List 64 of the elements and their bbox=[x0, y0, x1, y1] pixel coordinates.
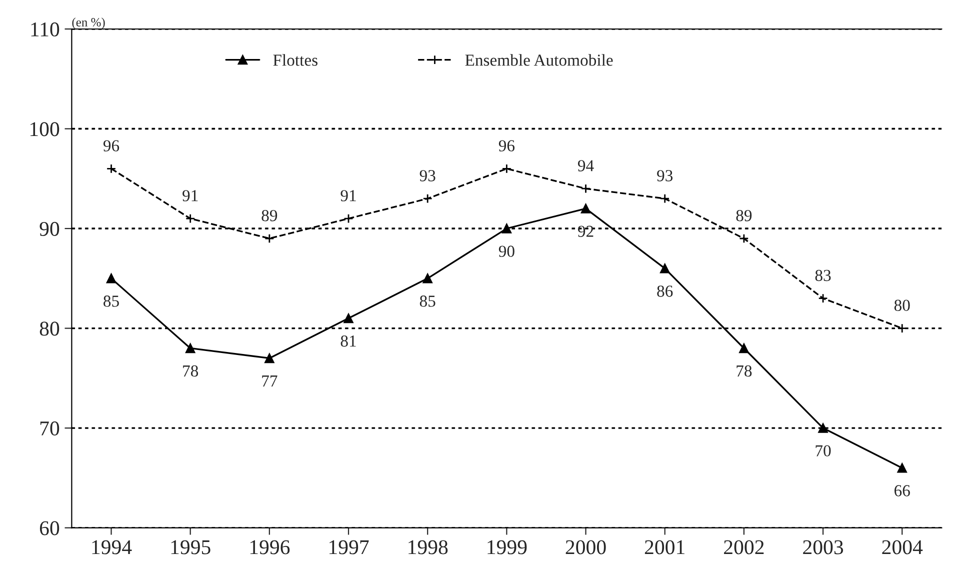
y-tick-label: 70 bbox=[40, 421, 60, 436]
x-tick-label: 2000 bbox=[566, 540, 606, 554]
point bbox=[185, 214, 196, 224]
data-label: 70 bbox=[816, 445, 831, 456]
x-tick-label: 2004 bbox=[882, 540, 923, 554]
point bbox=[344, 214, 354, 224]
data-label: 91 bbox=[182, 190, 198, 202]
point bbox=[185, 343, 196, 354]
point bbox=[818, 293, 828, 304]
point bbox=[739, 343, 749, 354]
data-label: 83 bbox=[815, 270, 831, 282]
data-label: 78 bbox=[183, 365, 198, 377]
point bbox=[106, 164, 116, 174]
data-label: 94 bbox=[578, 160, 594, 172]
point bbox=[106, 274, 116, 284]
data-label: 86 bbox=[657, 286, 673, 297]
y-tick-label: 90 bbox=[40, 222, 60, 236]
point bbox=[422, 274, 432, 284]
data-label: 85 bbox=[104, 296, 119, 307]
data-label: 90 bbox=[498, 246, 514, 257]
y-tick-label: 100 bbox=[30, 122, 60, 136]
data-label: 78 bbox=[736, 365, 752, 377]
x-tick-label: 2001 bbox=[644, 540, 684, 554]
legend-label: Flottes bbox=[273, 54, 318, 66]
y-tick-label: 60 bbox=[40, 521, 60, 536]
point bbox=[580, 204, 591, 214]
x-tick-label: 2002 bbox=[724, 540, 764, 554]
point bbox=[660, 194, 670, 204]
x-tick-label: 1995 bbox=[171, 540, 210, 554]
point bbox=[502, 164, 512, 174]
y-tick-label: 80 bbox=[40, 322, 60, 336]
data-label: 66 bbox=[894, 485, 910, 496]
data-label: 89 bbox=[736, 210, 752, 222]
data-label: 93 bbox=[657, 170, 673, 182]
x-tick-label: 1994 bbox=[92, 540, 132, 554]
data-label: 92 bbox=[578, 226, 594, 237]
x-tick-label: 2003 bbox=[803, 540, 844, 554]
data-label: 96 bbox=[103, 140, 120, 152]
data-label: 80 bbox=[894, 300, 910, 312]
data-label: 85 bbox=[420, 296, 436, 307]
data-label: 81 bbox=[340, 335, 356, 347]
y-axis-title: (en %) bbox=[72, 18, 105, 29]
point bbox=[897, 463, 907, 473]
legend-label: Ensemble Automobile bbox=[465, 54, 613, 66]
point bbox=[502, 224, 512, 234]
data-label: 93 bbox=[420, 170, 436, 182]
x-tick-label: 1999 bbox=[488, 540, 527, 554]
data-label: 96 bbox=[498, 140, 515, 152]
point bbox=[818, 423, 828, 433]
data-label: 89 bbox=[262, 210, 278, 222]
point bbox=[580, 184, 591, 194]
point bbox=[897, 323, 907, 334]
point bbox=[660, 264, 670, 274]
point bbox=[739, 234, 749, 244]
x-tick-label: 1997 bbox=[330, 540, 369, 554]
y-tick-label: 110 bbox=[31, 22, 60, 36]
point bbox=[344, 313, 354, 324]
point bbox=[422, 194, 432, 204]
point bbox=[264, 234, 274, 244]
data-label: 91 bbox=[340, 190, 356, 202]
x-tick-label: 1996 bbox=[250, 540, 290, 554]
data-label: 77 bbox=[262, 376, 278, 386]
x-tick-label: 1998 bbox=[408, 540, 448, 554]
point bbox=[264, 353, 274, 364]
